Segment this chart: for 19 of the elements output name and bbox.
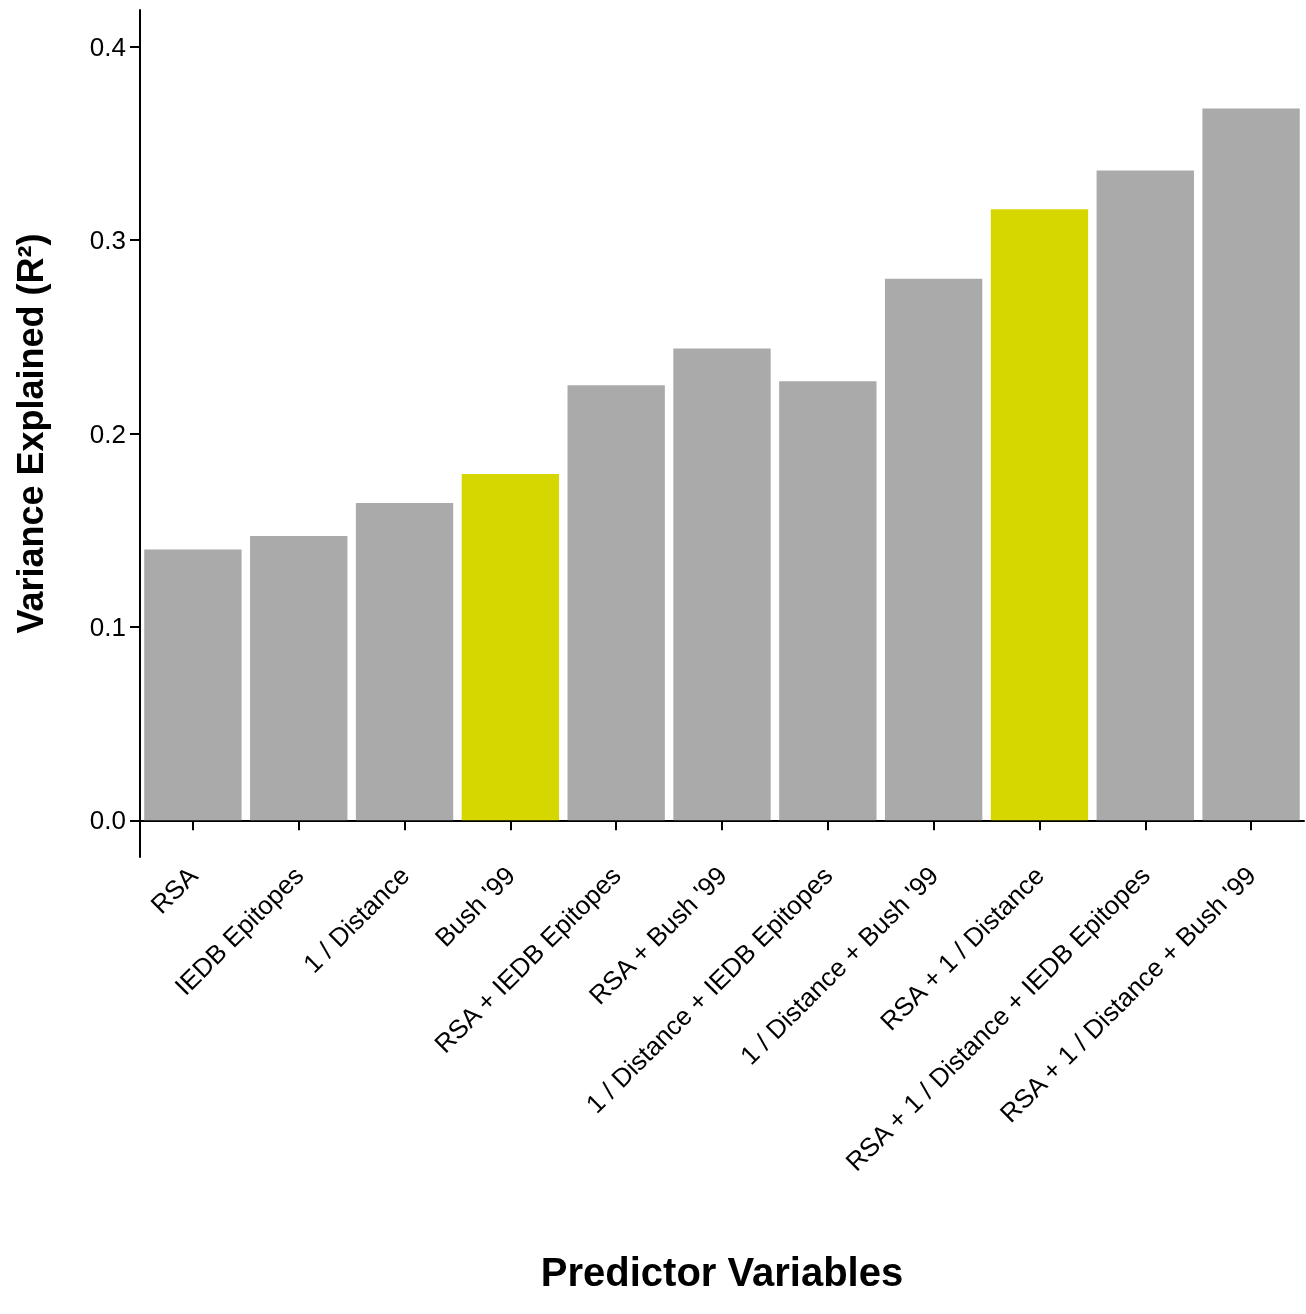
bar: [250, 535, 348, 821]
y-tick-label: 0.3: [89, 225, 126, 256]
x-tick-label: RSA: [144, 859, 204, 920]
bar: [884, 278, 983, 821]
y-tick-label: 0.0: [89, 805, 126, 836]
bar: [673, 348, 771, 821]
bar: [779, 381, 877, 821]
x-axis-title: Predictor Variables: [540, 1250, 904, 1294]
bar: [1202, 108, 1300, 821]
bar: [990, 209, 1089, 821]
bar: [144, 549, 242, 821]
bar: [461, 474, 560, 821]
y-axis-title: Variance Explained (R²): [9, 233, 51, 634]
bar: [355, 503, 454, 821]
y-tick-label: 0.4: [89, 31, 126, 62]
y-tick-label: 0.2: [89, 418, 126, 449]
bar: [567, 385, 665, 821]
y-tick-label: 0.1: [89, 611, 126, 642]
bar: [1096, 170, 1194, 821]
